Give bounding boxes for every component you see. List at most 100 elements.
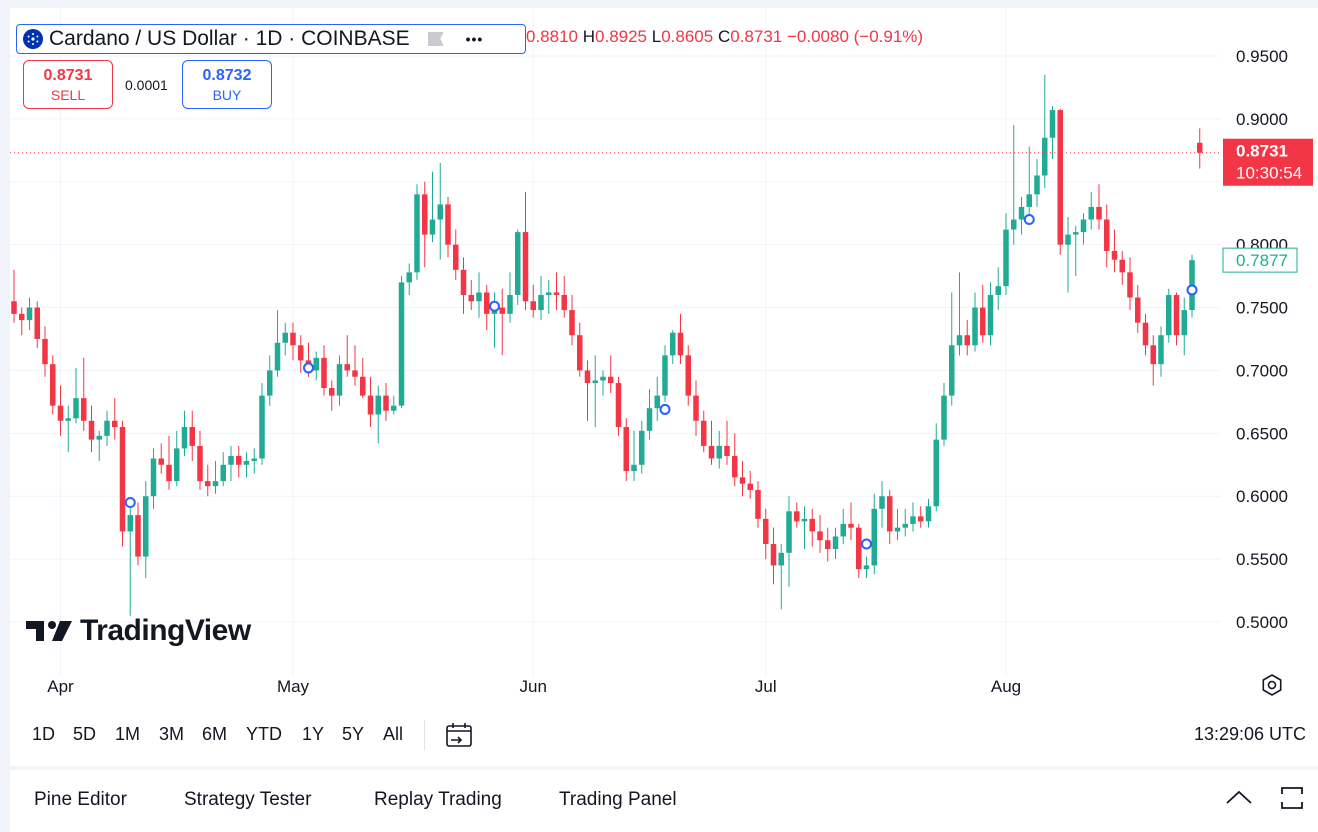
candle-body [298,345,304,361]
range-1d-button[interactable]: 1D [32,724,56,744]
logo-text: TradingView [80,614,251,647]
low-label: L [651,27,662,46]
candle-body [608,376,614,384]
candle-body [871,508,877,566]
candle-body [1166,294,1172,336]
candle-body [251,458,257,462]
tab-strategy-tester[interactable]: Strategy Tester [184,789,312,810]
candle-body [956,335,963,346]
tab-trading-panel[interactable]: Trading Panel [559,789,677,810]
flag-icon[interactable] [427,32,444,46]
candle-body [57,405,64,421]
candle-body [150,458,157,497]
candle-body [964,335,970,346]
go-to-date-icon[interactable] [444,720,474,750]
candle-body [817,531,823,541]
candle-body [1018,206,1025,220]
spread-value: 0.0001 [125,77,168,93]
candle-body [406,272,412,283]
range-6m-button[interactable]: 6M [202,724,228,744]
candle-body [662,355,668,396]
buy-button[interactable]: 0.8732 BUY [182,60,272,109]
y-tick-label: 0.5000 [1236,613,1288,632]
low-value: 0.8605 [661,27,714,46]
candle-body [205,481,211,487]
candle-body [561,294,567,311]
candle-body [894,527,901,532]
high-label: H [582,27,596,46]
candle-body [972,307,978,346]
candle-body [143,496,149,557]
candle-body [1034,175,1040,195]
candle-body [1158,335,1164,365]
symbol-legend[interactable]: Cardano / US Dollar · 1D · COINBASE ••• [16,24,526,54]
utc-clock[interactable]: 13:29:06 UTC [1193,724,1306,744]
candle-body [739,477,746,484]
candle-body [1142,322,1149,346]
sell-price: 0.8731 [43,67,93,84]
candle-body [522,232,529,302]
candle-body [460,269,467,295]
range-3m-button[interactable]: 3M [159,724,185,744]
range-all-button[interactable]: All [383,724,404,744]
signal-marker [1023,214,1035,226]
x-tick-label: Jun [520,677,547,696]
candle-body [778,552,784,566]
candle-body [313,357,319,371]
candle-body [631,464,637,472]
candle-body [360,376,366,396]
candle-body [1011,219,1017,230]
mark-badge [1222,247,1298,273]
candle-body [274,342,281,371]
more-options-icon[interactable]: ••• [465,31,484,47]
candle-body [1197,142,1203,153]
candle-body [81,398,87,421]
candle-body [995,286,1001,295]
range-1m-button[interactable]: 1M [115,724,141,744]
candle-body [1042,137,1048,176]
range-1y-button[interactable]: 1Y [302,724,325,744]
candle-body [468,294,474,302]
settings-gear-icon[interactable] [1260,673,1284,697]
signal-marker [861,538,872,550]
range-5d-button[interactable]: 5D [73,724,97,744]
chevron-up-icon[interactable] [1224,788,1254,808]
candle-body [670,332,676,356]
candle-body [243,461,250,465]
y-tick-label: 0.7500 [1236,299,1288,318]
y-tick-label: 0.7000 [1236,361,1288,380]
maximize-icon[interactable] [1278,784,1306,812]
symbol-title[interactable]: Cardano / US Dollar · 1D · COINBASE [49,27,410,50]
candle-body [910,516,916,524]
candle-body [112,420,118,428]
price-badge-value: 0.8731 [1236,142,1288,161]
candle-body [1049,110,1056,138]
candle-body [732,455,738,478]
candle-body [127,515,133,532]
candle-body [383,395,389,411]
candle-body [437,204,443,220]
sell-button[interactable]: 0.8731 SELL [23,60,113,109]
candle-body [1073,232,1079,235]
candle-body [236,455,242,465]
y-tick-label: 0.5500 [1236,550,1288,569]
tradingview-logo[interactable]: TradingView [26,614,251,648]
candle-body [546,292,552,295]
tab-pine-editor[interactable]: Pine Editor [34,789,127,810]
candle-body [1080,219,1087,233]
range-5y-button[interactable]: 5Y [342,724,365,744]
candle-body [422,194,428,235]
signal-marker [1186,284,1198,296]
candle-body [701,420,707,446]
tab-replay-trading[interactable]: Replay Trading [374,789,502,810]
candle-body [445,204,451,245]
candle-body [321,357,327,389]
candlestick-chart[interactable]: 0.95000.90000.80000.75000.70000.65000.60… [10,8,1318,708]
candle-body [763,518,769,545]
signal-marker [489,300,500,312]
toolbar-divider [424,720,425,750]
buy-label: BUY [212,87,242,103]
range-ytd-button[interactable]: YTD [246,724,282,744]
candle-body [484,292,490,314]
candle-body [879,496,885,509]
